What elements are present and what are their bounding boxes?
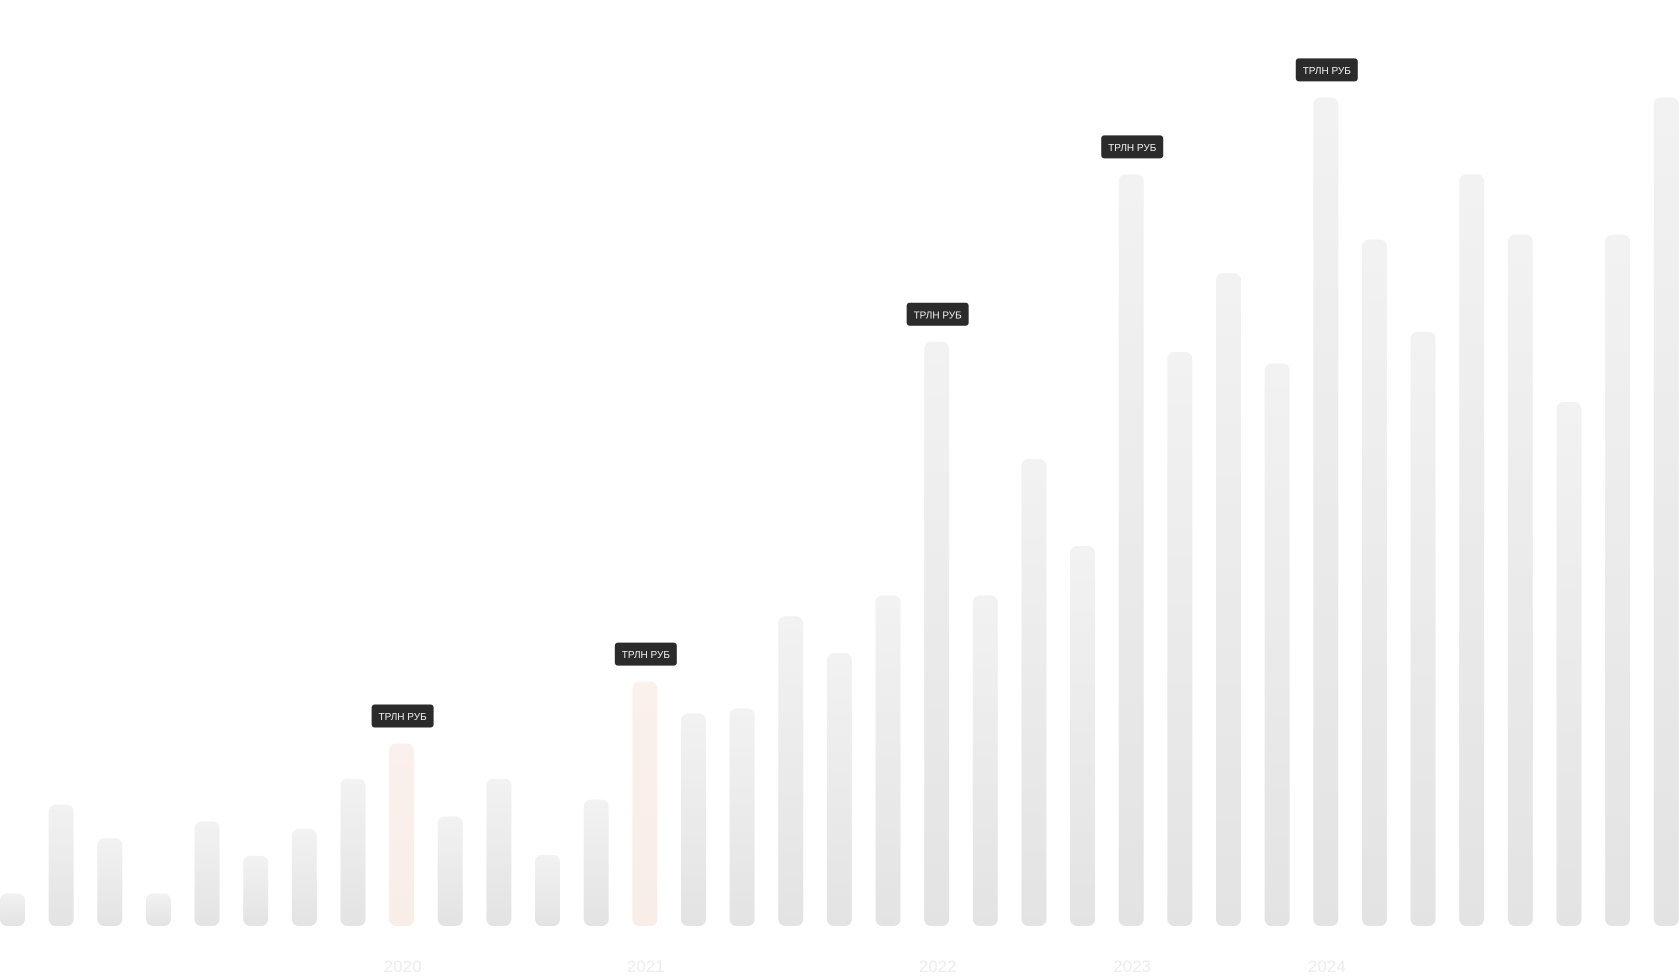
bar <box>486 778 512 926</box>
bar <box>1313 97 1339 927</box>
bar-value-tag-text: ТРЛН РУБ <box>1303 66 1352 77</box>
bar <box>583 799 609 926</box>
bar <box>875 595 901 926</box>
bar-value-tag-text: ТРЛН РУБ <box>914 310 963 321</box>
bar-value-tag-background <box>1295 58 1358 82</box>
bar <box>194 821 220 927</box>
bar <box>924 341 950 926</box>
bar <box>1264 363 1290 926</box>
bar <box>1556 402 1582 926</box>
bar <box>1070 546 1096 926</box>
bar <box>1459 174 1485 926</box>
bar <box>145 893 171 926</box>
bar-value-tag: ТРЛН РУБ <box>1101 135 1164 159</box>
bar <box>291 828 317 926</box>
bar <box>1653 97 1679 927</box>
year-tick-label: 2021 <box>627 957 665 976</box>
bar <box>437 816 463 926</box>
bar <box>1361 239 1387 926</box>
bar <box>97 838 123 926</box>
bar-value-tag-background <box>1101 135 1164 159</box>
bars-group <box>0 97 1679 927</box>
bar <box>1118 174 1144 926</box>
bar <box>1021 458 1047 926</box>
year-axis: 2020 2021 2022 2023 2024 <box>384 957 1346 976</box>
bar <box>826 653 852 926</box>
bar-value-tag: ТРЛН РУБ <box>614 642 677 666</box>
bar-labels-group: ТРЛН РУБ ТРЛН РУБ ТРЛН РУБ ТРЛН РУБ ТРЛН РУБ <box>371 58 1358 728</box>
year-tick-label: 2022 <box>919 957 957 976</box>
bar <box>1507 234 1533 926</box>
bar <box>243 855 269 926</box>
year-tick-label: 2023 <box>1113 957 1151 976</box>
bar <box>535 854 561 927</box>
bar <box>972 595 998 926</box>
bar <box>778 616 804 926</box>
bar <box>680 713 706 926</box>
bar-value-tag: ТРЛН РУБ <box>906 302 969 326</box>
bar <box>48 804 74 926</box>
bar <box>0 893 25 926</box>
year-tick-label: 2024 <box>1308 957 1346 976</box>
bar <box>1410 331 1436 927</box>
bar-value-tag-text: ТРЛН РУБ <box>379 712 428 723</box>
bar-highlighted <box>632 681 658 926</box>
year-tick-label: 2020 <box>384 957 422 976</box>
bar-value-tag-text: ТРЛН РУБ <box>622 650 671 661</box>
bar <box>1167 351 1193 926</box>
bar-value-tag-background <box>371 704 434 728</box>
bar <box>729 708 755 926</box>
bar <box>340 778 366 926</box>
bar <box>1605 234 1631 926</box>
bar-value-tag-background <box>614 642 677 666</box>
bar-value-tag-background <box>906 302 969 326</box>
bar-highlighted <box>389 743 415 926</box>
bar-value-tag: ТРЛН РУБ <box>1295 58 1358 82</box>
bar-value-tag: ТРЛН РУБ <box>371 704 434 728</box>
bar-value-tag-text: ТРЛН РУБ <box>1108 143 1157 154</box>
bar <box>1216 273 1241 926</box>
